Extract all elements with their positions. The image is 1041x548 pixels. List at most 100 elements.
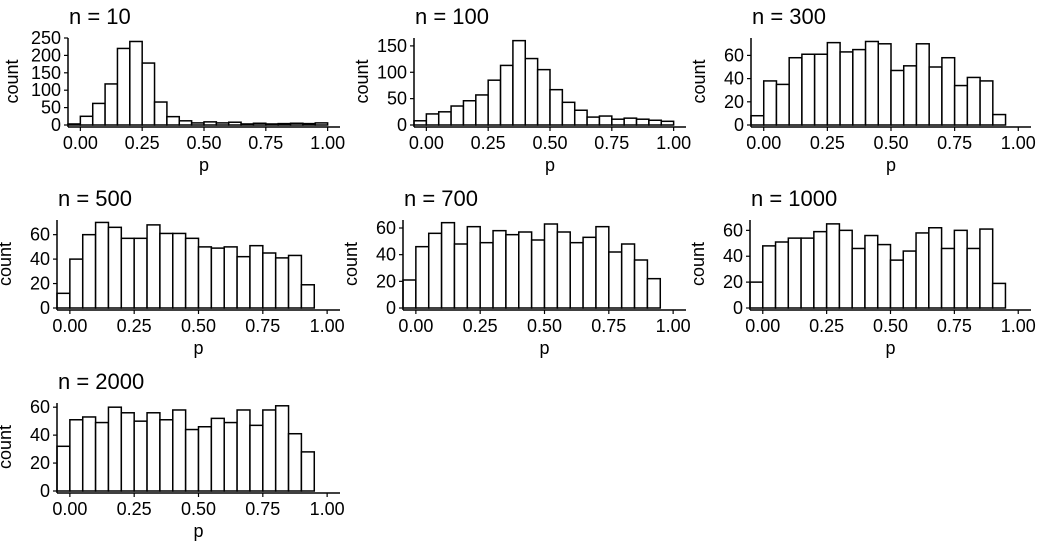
histogram-bar bbox=[129, 40, 143, 126]
y-tick-label: 60 bbox=[723, 220, 743, 240]
x-tick-label: 0.25 bbox=[809, 316, 844, 336]
histogram-bar bbox=[586, 116, 601, 126]
histogram-bar bbox=[56, 292, 71, 309]
x-tick-label: 0.50 bbox=[873, 316, 908, 336]
x-axis-title: p bbox=[193, 521, 203, 541]
x-tick-label: 0.50 bbox=[181, 316, 216, 336]
histogram-bar bbox=[289, 122, 304, 126]
histogram-bar bbox=[236, 409, 251, 492]
x-axis-title: p bbox=[886, 155, 896, 175]
x-tick-label: 1.00 bbox=[310, 133, 345, 153]
histogram-bar bbox=[800, 237, 815, 309]
x-tick-label: 0.00 bbox=[52, 316, 87, 336]
y-axis-title: count bbox=[2, 59, 22, 103]
histogram-bar bbox=[81, 233, 97, 309]
histogram-bar bbox=[252, 122, 267, 126]
histogram-bar bbox=[941, 56, 956, 126]
x-tick-label: 0.50 bbox=[873, 133, 908, 153]
histogram-bar bbox=[852, 48, 867, 126]
histogram-panel: 0.00 0.25 0.50 0.75 1.00 0 20 40 60 p count n = 700 bbox=[341, 186, 691, 358]
y-tick-label: 60 bbox=[724, 45, 744, 65]
histogram-bar bbox=[826, 41, 841, 126]
y-tick-label: 100 bbox=[377, 62, 407, 82]
y-tick-label: 0 bbox=[40, 298, 50, 318]
histogram-bar bbox=[979, 228, 994, 309]
y-tick-label: 50 bbox=[41, 98, 61, 118]
histogram-bar bbox=[107, 226, 123, 309]
y-axis-title: count bbox=[689, 59, 709, 103]
histogram-bar bbox=[215, 122, 230, 126]
histogram-panel: 0.00 0.25 0.50 0.75 1.00 0 20 40 60 p count n = 100… bbox=[688, 186, 1036, 358]
y-axis-title: count bbox=[352, 59, 372, 103]
histogram-bar bbox=[775, 83, 790, 126]
histogram-bar bbox=[774, 241, 790, 309]
histogram-bar bbox=[598, 115, 613, 126]
x-tick-label: 0.00 bbox=[52, 499, 87, 519]
histogram-bar bbox=[402, 279, 417, 309]
y-tick-label: 250 bbox=[31, 28, 61, 48]
histogram-bar bbox=[915, 232, 930, 309]
x-tick-label: 0.00 bbox=[745, 316, 780, 336]
y-tick-label: 40 bbox=[30, 425, 50, 445]
histogram-bar bbox=[556, 231, 571, 309]
x-tick-label: 1.00 bbox=[310, 499, 345, 519]
x-tick-label: 0.25 bbox=[125, 133, 160, 153]
histogram-bar bbox=[172, 409, 187, 492]
histogram-bar bbox=[203, 121, 218, 126]
histogram-bar bbox=[839, 51, 854, 126]
histogram-bar bbox=[274, 257, 290, 309]
histogram-bar bbox=[210, 247, 225, 309]
y-tick-label: 60 bbox=[30, 225, 50, 245]
y-tick-label: 50 bbox=[387, 89, 407, 109]
x-tick-label: 0.75 bbox=[937, 316, 972, 336]
x-tick-label: 0.75 bbox=[591, 316, 626, 336]
x-tick-label: 0.50 bbox=[527, 316, 562, 336]
histogram-bar bbox=[287, 432, 303, 492]
histogram-bar bbox=[582, 236, 597, 309]
histogram-bar bbox=[518, 231, 533, 309]
histogram-bar bbox=[146, 412, 161, 492]
x-tick-label: 0.50 bbox=[532, 133, 567, 153]
histogram-bar bbox=[838, 229, 853, 309]
panel-title: n = 10 bbox=[69, 4, 131, 29]
x-tick-label: 0.25 bbox=[463, 316, 498, 336]
histogram-bar bbox=[197, 426, 213, 492]
histogram-bar bbox=[787, 237, 802, 309]
histogram-bar bbox=[876, 243, 892, 309]
histogram-panel: 0.00 0.25 0.50 0.75 1.00 0 20 40 60 p count n = 200… bbox=[0, 369, 345, 541]
histogram-bar bbox=[425, 113, 440, 126]
histogram-bar bbox=[79, 115, 94, 126]
histogram-bar bbox=[440, 221, 456, 309]
histogram-bar bbox=[56, 445, 71, 492]
histogram-bar bbox=[902, 250, 917, 309]
histogram-bar bbox=[300, 284, 316, 309]
histogram-bar bbox=[450, 105, 465, 126]
histogram-bar bbox=[197, 246, 213, 309]
x-tick-label: 0.00 bbox=[63, 133, 98, 153]
histogram-bar bbox=[512, 39, 527, 126]
y-tick-label: 0 bbox=[734, 115, 744, 135]
y-tick-label: 20 bbox=[723, 272, 743, 292]
y-tick-label: 20 bbox=[724, 92, 744, 112]
histogram-bar bbox=[91, 102, 106, 126]
x-axis-title: p bbox=[539, 338, 549, 358]
histogram-bar bbox=[536, 68, 551, 126]
histogram-bar bbox=[928, 66, 943, 126]
histogram-bar bbox=[159, 419, 174, 492]
x-tick-label: 0.50 bbox=[186, 133, 221, 153]
histogram-bar bbox=[902, 65, 918, 126]
histogram-bar bbox=[184, 237, 200, 309]
histogram-bar bbox=[915, 43, 930, 126]
histogram-bar bbox=[262, 409, 277, 492]
histogram-bar bbox=[788, 56, 803, 126]
panel-title: n = 500 bbox=[58, 186, 132, 211]
histogram-bar bbox=[475, 94, 489, 126]
x-axis-title: p bbox=[545, 155, 555, 175]
histogram-bar bbox=[190, 122, 205, 126]
histogram-bar bbox=[172, 232, 187, 309]
y-axis-title: count bbox=[688, 242, 708, 286]
x-tick-label: 1.00 bbox=[1001, 133, 1036, 153]
x-tick-label: 0.75 bbox=[245, 499, 280, 519]
histogram-bar bbox=[249, 424, 264, 492]
y-tick-label: 0 bbox=[397, 115, 407, 135]
